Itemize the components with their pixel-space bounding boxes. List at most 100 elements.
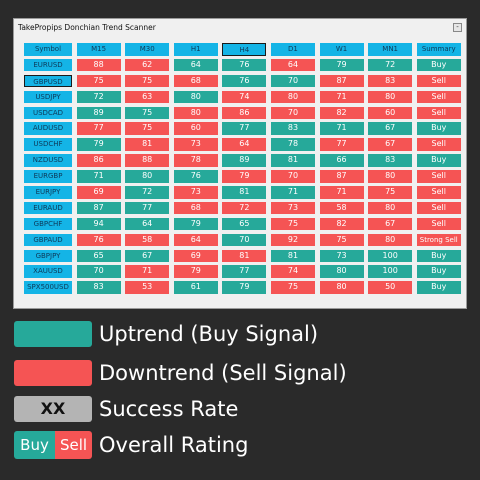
rate-cell: 61 — [173, 281, 218, 294]
rate-cell: 87 — [319, 170, 364, 183]
legend-downtrend-label: Downtrend (Sell Signal) — [99, 361, 347, 385]
rate-cell: 65 — [76, 249, 121, 263]
symbol-button[interactable]: GBPAUD — [24, 233, 72, 247]
summary-cell: Strong Sell — [416, 233, 461, 247]
rate-cell: 70 — [222, 233, 267, 247]
rate-cell: 58 — [125, 233, 170, 247]
symbol-button[interactable]: SPX500USD — [24, 281, 72, 294]
symbol-button[interactable]: XAUUSD — [24, 265, 72, 278]
table-row: USDCHF 79 81 73 64 78 77 67 Sell — [24, 137, 465, 153]
rate-cell: 81 — [270, 154, 315, 167]
rate-cell: 76 — [76, 233, 121, 247]
rate-cell: 80 — [368, 170, 413, 183]
symbol-button[interactable]: USDCHF — [24, 138, 72, 151]
rate-cell: 81 — [222, 186, 267, 199]
rate-cell: 71 — [319, 186, 364, 199]
symbol-button[interactable]: AUDUSD — [24, 122, 72, 135]
rate-cell: 81 — [222, 249, 267, 263]
symbol-button[interactable]: USDCAD — [24, 106, 72, 120]
rate-cell: 86 — [222, 106, 267, 120]
rate-cell: 82 — [319, 217, 364, 231]
rate-cell: 71 — [319, 122, 364, 135]
column-header-m30[interactable]: M30 — [125, 43, 170, 56]
rate-cell: 73 — [319, 249, 364, 263]
table-row: USDCAD 89 75 80 86 70 82 60 Sell — [24, 106, 465, 122]
rate-cell: 68 — [173, 74, 218, 88]
rate-cell: 79 — [319, 58, 364, 72]
column-header-h1[interactable]: H1 — [173, 43, 218, 56]
rate-cell: 80 — [173, 90, 218, 104]
rate-cell: 75 — [319, 233, 364, 247]
rate-cell: 53 — [125, 281, 170, 294]
symbol-button[interactable]: GBPCHF — [24, 217, 72, 231]
rate-cell: 78 — [173, 154, 218, 167]
symbol-button[interactable]: EURAUD — [24, 201, 72, 215]
legend-success-rate: XX Success Rate — [14, 395, 238, 423]
rate-cell: 71 — [319, 90, 364, 104]
summary-cell: Buy — [416, 154, 461, 167]
rate-cell: 72 — [222, 201, 267, 215]
rate-cell: 79 — [173, 265, 218, 278]
rate-cell: 71 — [125, 265, 170, 278]
rate-cell: 64 — [270, 58, 315, 72]
rate-cell: 50 — [368, 281, 413, 294]
uptrend-swatch — [14, 321, 92, 347]
rate-cell: 76 — [222, 58, 267, 72]
table-row: AUDUSD 77 75 60 77 83 71 67 Buy — [24, 121, 465, 137]
column-header-m15[interactable]: M15 — [76, 43, 121, 56]
rate-cell: 80 — [270, 90, 315, 104]
legend-uptrend-label: Uptrend (Buy Signal) — [99, 322, 319, 346]
summary-cell: Sell — [416, 106, 461, 120]
rate-cell: 100 — [368, 249, 413, 263]
legend-overall-rating-label: Overall Rating — [99, 433, 249, 457]
rate-cell: 67 — [368, 217, 413, 231]
rate-cell: 67 — [368, 122, 413, 135]
column-header-h4[interactable]: H4 — [222, 43, 267, 56]
success-rate-swatch: XX — [14, 396, 92, 422]
rate-cell: 67 — [125, 249, 170, 263]
summary-cell: Sell — [416, 217, 461, 231]
rate-cell: 75 — [125, 122, 170, 135]
rate-cell: 92 — [270, 233, 315, 247]
rate-cell: 70 — [76, 265, 121, 278]
rate-cell: 88 — [125, 154, 170, 167]
symbol-button[interactable]: NZDUSD — [24, 154, 72, 167]
column-header-summary[interactable]: Summary — [416, 43, 461, 56]
rate-cell: 64 — [173, 233, 218, 247]
legend-downtrend: Downtrend (Sell Signal) — [14, 359, 347, 387]
rate-cell: 79 — [76, 138, 121, 151]
rate-cell: 64 — [125, 217, 170, 231]
column-header-mn1[interactable]: MN1 — [368, 43, 413, 56]
rate-cell: 77 — [319, 138, 364, 151]
rate-cell: 72 — [368, 58, 413, 72]
rate-cell: 80 — [319, 281, 364, 294]
rate-cell: 73 — [270, 201, 315, 215]
rate-cell: 71 — [270, 186, 315, 199]
table-row: USDJPY 72 63 80 74 80 71 80 Sell — [24, 90, 465, 106]
table-row: XAUUSD 70 71 79 77 74 80 100 Buy — [24, 264, 465, 280]
symbol-button[interactable]: USDJPY — [24, 90, 72, 104]
symbol-button[interactable]: GBPJPY — [24, 249, 72, 263]
summary-cell: Sell — [416, 90, 461, 104]
table-row: GBPUSD 75 75 68 76 70 87 83 Sell — [24, 74, 465, 90]
rate-cell: 83 — [368, 154, 413, 167]
symbol-button[interactable]: EURUSD — [24, 58, 72, 72]
rate-cell: 62 — [125, 58, 170, 72]
column-header-symbol[interactable]: Symbol — [24, 43, 72, 56]
rate-cell: 75 — [270, 217, 315, 231]
table-row: EURUSD 88 62 64 76 64 79 72 Buy — [24, 58, 465, 74]
summary-cell: Sell — [416, 74, 461, 88]
rate-cell: 94 — [76, 217, 121, 231]
rate-cell: 64 — [222, 138, 267, 151]
column-header-w1[interactable]: W1 — [319, 43, 364, 56]
symbol-button[interactable]: EURGBP — [24, 170, 72, 183]
symbol-button[interactable]: GBPUSD — [24, 74, 72, 88]
window-title: TakePropips Donchian Trend Scanner — [18, 23, 156, 32]
summary-cell: Sell — [416, 170, 461, 183]
table-row: GBPJPY 65 67 69 81 81 73 100 Buy — [24, 249, 465, 265]
column-header-d1[interactable]: D1 — [270, 43, 315, 56]
minimize-button[interactable]: - — [453, 23, 462, 32]
symbol-button[interactable]: EURJPY — [24, 186, 72, 199]
rate-cell: 79 — [222, 281, 267, 294]
rate-cell: 68 — [173, 201, 218, 215]
